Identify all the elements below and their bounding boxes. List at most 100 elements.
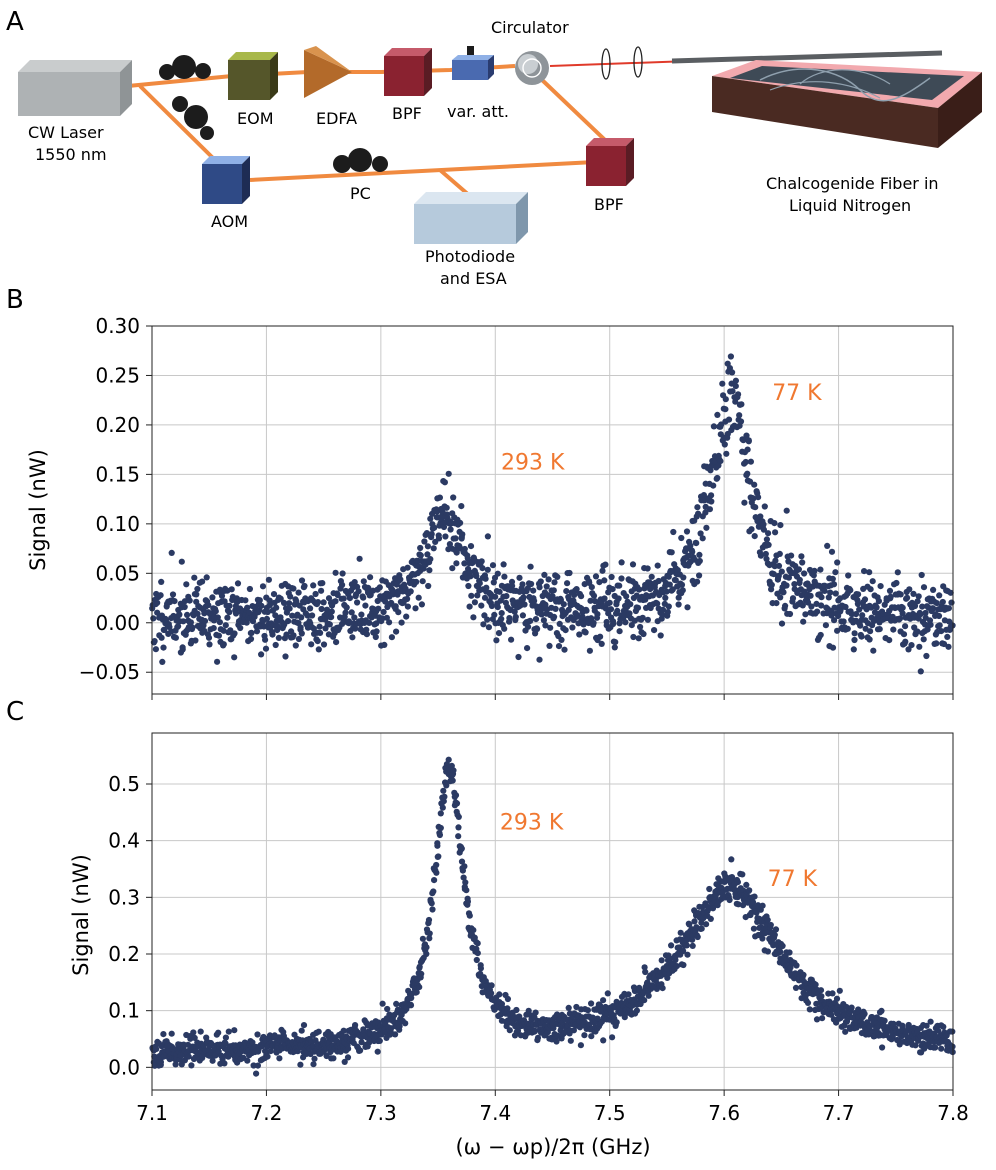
data-point — [429, 906, 436, 913]
data-point — [708, 492, 715, 499]
data-point — [494, 570, 501, 577]
data-point — [491, 611, 498, 619]
data-point — [470, 614, 477, 621]
data-point — [404, 595, 411, 603]
data-point — [750, 925, 758, 932]
data-point — [645, 992, 652, 999]
data-point — [855, 591, 862, 598]
data-point — [161, 626, 168, 634]
data-point — [772, 557, 779, 564]
data-point — [413, 578, 420, 586]
data-point — [789, 595, 797, 602]
data-point — [735, 901, 742, 908]
data-point — [764, 916, 771, 924]
data-point — [938, 628, 945, 635]
data-point — [818, 602, 825, 609]
data-point — [689, 942, 696, 950]
data-point — [225, 1028, 232, 1035]
data-point — [687, 542, 694, 549]
data-point — [318, 587, 325, 594]
data-point — [461, 863, 468, 870]
data-point — [743, 881, 750, 889]
data-point — [449, 777, 456, 784]
data-point — [247, 635, 255, 643]
data-point — [614, 607, 621, 615]
data-point — [554, 1011, 561, 1018]
data-point — [379, 1000, 386, 1007]
data-point — [795, 566, 803, 573]
data-point — [440, 787, 447, 794]
data-point — [264, 608, 271, 616]
data-point — [536, 584, 543, 591]
data-point — [543, 583, 550, 590]
peak-annotation: 77 K — [772, 381, 822, 406]
data-point — [722, 396, 729, 403]
data-point — [622, 619, 629, 626]
circulator-label: Circulator — [491, 18, 569, 37]
path-laser-aom — [138, 84, 217, 162]
data-point — [890, 626, 897, 633]
data-point — [423, 944, 430, 951]
chart-b-frame — [151, 325, 954, 695]
aom-label: AOM — [211, 212, 248, 231]
data-point — [301, 582, 308, 590]
data-point — [298, 630, 305, 637]
data-point — [604, 990, 611, 997]
data-point — [470, 927, 477, 934]
data-point — [234, 580, 242, 587]
data-point — [910, 590, 917, 598]
data-point — [310, 582, 317, 589]
data-point — [363, 631, 370, 638]
data-point — [413, 989, 420, 996]
data-point — [762, 550, 769, 558]
data-point — [602, 561, 609, 568]
data-point — [468, 592, 475, 599]
data-point — [675, 601, 682, 608]
data-point — [936, 622, 943, 629]
data-point — [694, 933, 701, 941]
data-point — [859, 612, 866, 619]
photodiode-esa — [414, 192, 528, 244]
data-point — [358, 1039, 365, 1046]
data-point — [680, 947, 687, 955]
data-point — [685, 552, 692, 560]
data-point — [295, 635, 302, 643]
data-point — [914, 598, 921, 605]
data-point — [908, 642, 915, 649]
data-point — [920, 584, 928, 591]
data-point — [861, 568, 868, 575]
data-point — [478, 558, 485, 565]
data-point — [696, 557, 703, 565]
data-point — [603, 618, 610, 626]
data-point — [498, 615, 505, 623]
data-point — [641, 964, 648, 971]
data-point — [492, 593, 499, 600]
data-point — [426, 930, 433, 937]
data-point — [657, 632, 664, 639]
data-point — [266, 597, 273, 604]
data-point — [254, 1031, 261, 1038]
data-point — [402, 585, 409, 592]
data-point — [534, 625, 541, 633]
data-point — [160, 644, 167, 651]
data-point — [466, 603, 473, 610]
data-point — [894, 569, 901, 576]
data-point — [352, 625, 359, 632]
data-point — [918, 571, 925, 579]
data-point — [602, 605, 610, 612]
data-point — [501, 625, 508, 632]
data-point — [489, 562, 497, 569]
data-point — [540, 617, 548, 624]
data-point — [260, 623, 267, 630]
data-point — [561, 646, 568, 653]
data-point — [188, 1062, 195, 1069]
data-point — [861, 1010, 868, 1017]
data-point — [590, 592, 598, 599]
data-point — [355, 588, 362, 595]
data-point — [424, 551, 431, 558]
data-point — [276, 1055, 283, 1062]
data-point — [881, 1017, 888, 1024]
data-point — [831, 617, 838, 624]
data-point — [729, 388, 736, 395]
